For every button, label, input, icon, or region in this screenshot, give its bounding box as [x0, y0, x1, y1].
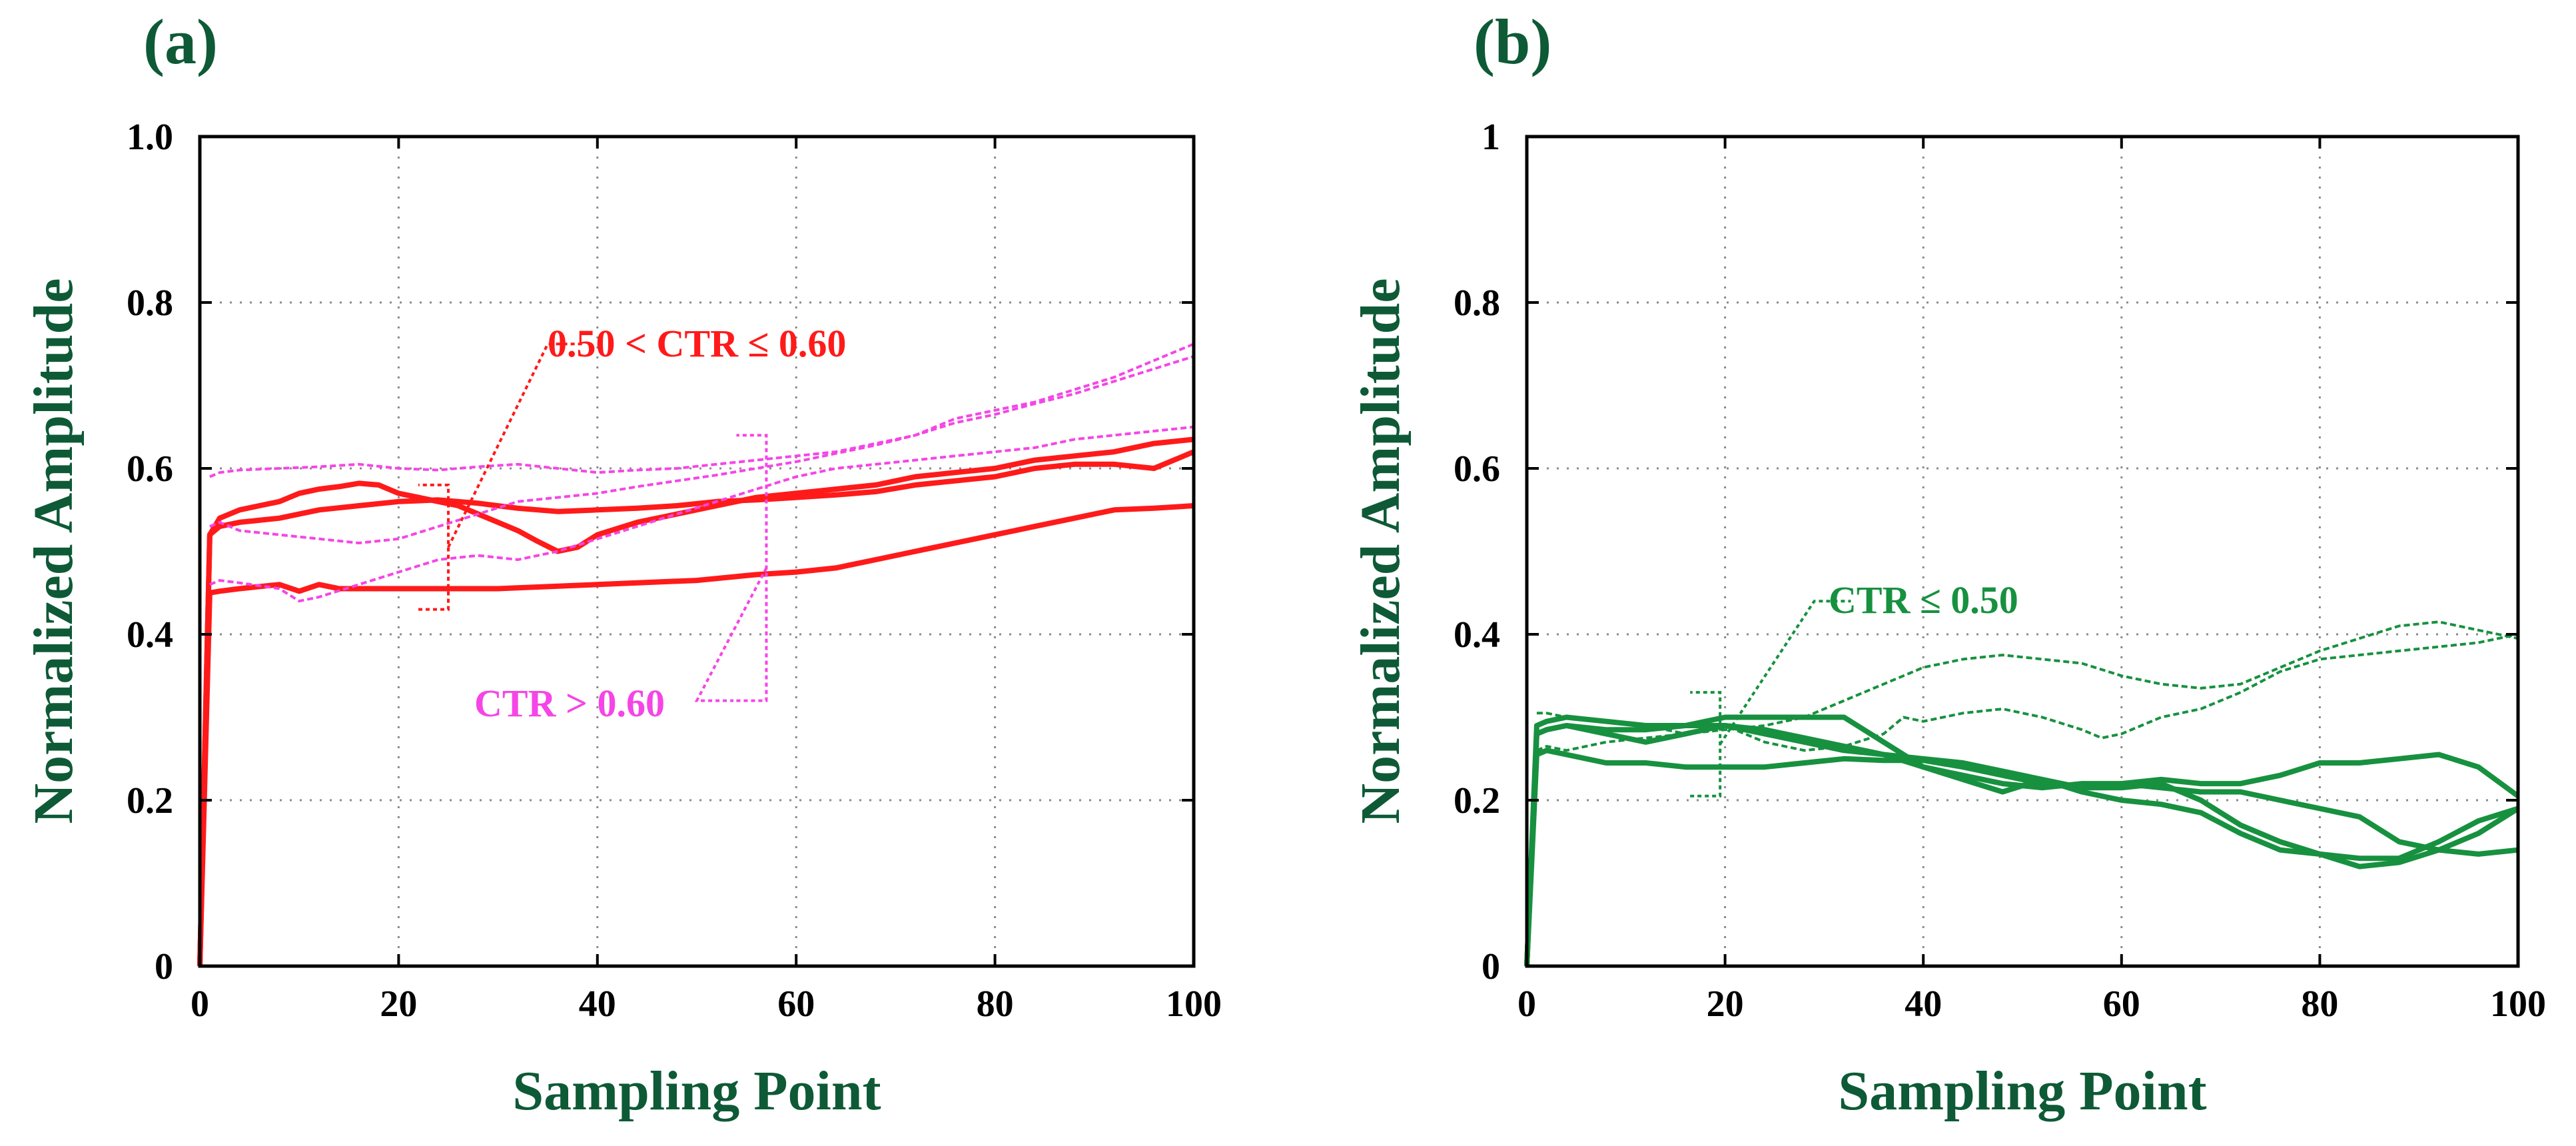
panel-a-label: (a): [143, 6, 218, 77]
panel-b-ytick-label: 0.4: [1454, 614, 1500, 656]
panel-b-ytick-label: 1: [1482, 117, 1500, 158]
panel-b: (b) CTR ≤ 0.50 0 20 40 60 80 100 0 0.2 0…: [1350, 6, 2546, 1122]
a-dashed-3-line: [209, 425, 1194, 603]
b-solid-2-line: [1524, 723, 2520, 967]
panel-a-xtick-label: 0: [191, 983, 209, 1025]
b-dashed-2-line: [1536, 633, 2519, 752]
panel-a-tick-labels: 0 20 40 60 80 100 0 0.2 0.4 0.6 0.8 1.0: [127, 117, 1222, 1025]
panel-a-ytick-label: 0.4: [127, 614, 173, 656]
panel-b-xtick-label: 100: [2490, 983, 2546, 1025]
panel-a-plot-frame: [198, 135, 1196, 968]
panel-a-y-axis-label: Normalized Amplitude: [23, 279, 85, 824]
panel-b-ytick-label: 0.6: [1454, 448, 1500, 490]
panel-b-grid: [1527, 137, 2518, 966]
panel-a-annotation-bracket: [418, 342, 585, 611]
panel-a-grid: [200, 137, 1194, 966]
panel-a-ytick-label: 0.8: [127, 283, 173, 324]
panel-b-annotation-ctr-low: CTR ≤ 0.50: [1829, 578, 2018, 622]
panel-a-series: [197, 342, 1195, 967]
panel-b-annotations: CTR ≤ 0.50: [1690, 578, 2018, 798]
panel-b-xtick-label: 0: [1517, 983, 1536, 1025]
panel-b-xtick-label: 60: [2103, 983, 2140, 1025]
panel-b-tick-labels: 0 20 40 60 80 100 0 0.2 0.4 0.6 0.8 1: [1454, 117, 2546, 1025]
panel-a-xtick-label: 40: [579, 983, 616, 1025]
a-solid-1-line: [197, 436, 1194, 967]
panel-b-series: [1524, 620, 2520, 967]
panel-a-annotation-bracket: [694, 434, 768, 702]
panel-b-x-axis-label: Sampling Point: [1838, 1060, 2206, 1122]
panel-a-xtick-label: 20: [380, 983, 417, 1025]
panel-a-annotations: 0.50 < CTR ≤ 0.60 CTR > 0.60: [418, 322, 846, 725]
b-solid-1-line: [1524, 714, 2519, 967]
panel-a-ticks: [199, 135, 1195, 967]
b-solid-3-line: [1524, 748, 2520, 967]
a-dashed-1-line: [209, 342, 1194, 478]
panel-b-xtick-label: 80: [2301, 983, 2338, 1025]
panel-a-xtick-label: 60: [777, 983, 815, 1025]
panel-b-y-axis-label: Normalized Amplitude: [1350, 279, 1412, 824]
panel-b-xtick-label: 20: [1707, 983, 1744, 1025]
panel-a-x-axis-label: Sampling Point: [512, 1060, 881, 1122]
b-solid-4-line: [1524, 723, 2519, 967]
panel-a-xtick-label: 80: [977, 983, 1014, 1025]
panel-a-ytick-label: 0.6: [127, 448, 173, 490]
panel-a-ytick-label: 0: [155, 946, 173, 987]
panel-b-ytick-label: 0.8: [1454, 283, 1500, 324]
b-dashed-1-line: [1536, 620, 2519, 736]
panel-a-ytick-label: 1.0: [127, 117, 173, 158]
panel-b-ticks: [1525, 135, 2519, 967]
panel-a-ytick-label: 0.2: [127, 780, 173, 822]
a-solid-3-line: [197, 503, 1194, 967]
panel-a-annotation-ctr-mid: 0.50 < CTR ≤ 0.60: [548, 322, 846, 365]
a-solid-2-line: [197, 449, 1195, 967]
panel-b-label: (b): [1474, 6, 1551, 77]
panel-b-ytick-label: 0: [1482, 946, 1500, 987]
panel-a-xtick-label: 100: [1166, 983, 1222, 1025]
panel-a-annotation-ctr-high: CTR > 0.60: [474, 682, 665, 725]
a-dashed-2-line: [209, 354, 1194, 544]
panel-b-plot-frame: [1525, 135, 2520, 968]
panel-b-xtick-label: 40: [1905, 983, 1942, 1025]
panel-a: (a) 0.50 < CTR ≤ 0.60 CTR > 0.60 0 20 40…: [23, 6, 1222, 1122]
panel-b-annotation-bracket: [1690, 600, 1851, 798]
panel-b-ytick-label: 0.2: [1454, 780, 1500, 822]
